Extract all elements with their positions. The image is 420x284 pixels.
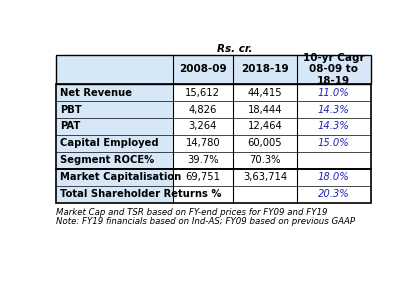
Text: Market Capitalisation: Market Capitalisation <box>60 172 181 182</box>
Text: 70.3%: 70.3% <box>249 155 281 165</box>
Text: 10-yr Cagr
08-09 to
18-19: 10-yr Cagr 08-09 to 18-19 <box>303 53 365 86</box>
Bar <box>233 84 297 169</box>
Text: 11.0%: 11.0% <box>318 87 350 98</box>
Text: 3,63,714: 3,63,714 <box>243 172 287 182</box>
Bar <box>173 84 233 169</box>
Text: PAT: PAT <box>60 122 81 131</box>
Bar <box>56 169 173 203</box>
Text: 15,612: 15,612 <box>185 87 220 98</box>
Text: 18,444: 18,444 <box>248 105 282 114</box>
Text: 60,005: 60,005 <box>247 138 282 149</box>
Bar <box>56 55 371 84</box>
Bar <box>56 84 371 169</box>
Text: Note: FY19 financials based on Ind-AS; FY09 based on previous GAAP: Note: FY19 financials based on Ind-AS; F… <box>56 217 355 226</box>
Text: Capital Employed: Capital Employed <box>60 138 159 149</box>
Text: 39.7%: 39.7% <box>187 155 219 165</box>
Bar <box>297 169 371 203</box>
Text: 20.3%: 20.3% <box>318 189 350 199</box>
Text: Market Cap and TSR based on FY-end prices for FY09 and FY19: Market Cap and TSR based on FY-end price… <box>56 208 328 217</box>
Text: 14.3%: 14.3% <box>318 122 350 131</box>
Text: 2008-09: 2008-09 <box>179 64 227 74</box>
Text: 2018-19: 2018-19 <box>241 64 289 74</box>
Text: Segment ROCE%: Segment ROCE% <box>60 155 155 165</box>
Bar <box>56 169 371 203</box>
Bar <box>173 169 233 203</box>
Text: Rs. cr.: Rs. cr. <box>217 45 252 55</box>
Text: 14,780: 14,780 <box>186 138 220 149</box>
Bar <box>56 55 371 84</box>
Text: Total Shareholder Returns %: Total Shareholder Returns % <box>60 189 222 199</box>
Bar <box>233 169 297 203</box>
Text: 12,464: 12,464 <box>247 122 282 131</box>
Text: 3,264: 3,264 <box>189 122 217 131</box>
Text: 18.0%: 18.0% <box>318 172 350 182</box>
Text: 4,826: 4,826 <box>189 105 217 114</box>
Text: Net Revenue: Net Revenue <box>60 87 132 98</box>
Text: PBT: PBT <box>60 105 82 114</box>
Text: 15.0%: 15.0% <box>318 138 350 149</box>
Bar <box>297 84 371 169</box>
Text: 14.3%: 14.3% <box>318 105 350 114</box>
Bar <box>56 84 173 169</box>
Text: 44,415: 44,415 <box>247 87 282 98</box>
Text: 69,751: 69,751 <box>185 172 220 182</box>
